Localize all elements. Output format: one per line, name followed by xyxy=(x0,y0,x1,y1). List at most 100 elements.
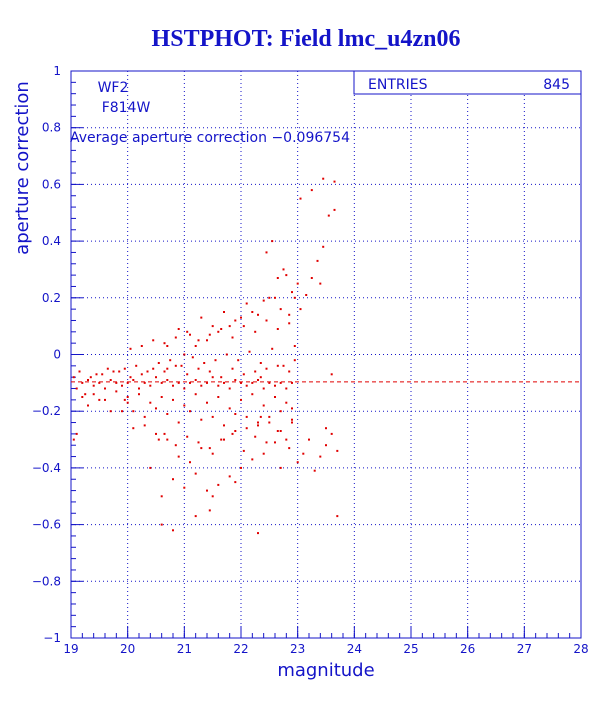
data-point xyxy=(174,364,177,367)
data-point xyxy=(75,387,78,390)
data-point xyxy=(285,274,288,277)
data-point xyxy=(225,353,228,356)
data-point xyxy=(316,259,319,262)
data-point xyxy=(257,532,259,535)
data-point xyxy=(160,495,163,498)
data-point xyxy=(135,364,138,367)
data-point xyxy=(211,325,214,328)
x-tick-label: 19 xyxy=(63,642,78,656)
data-point xyxy=(132,379,135,381)
data-point xyxy=(285,401,288,404)
data-point xyxy=(242,325,245,328)
data-point xyxy=(140,345,143,347)
data-point xyxy=(262,404,265,407)
data-point xyxy=(285,438,288,441)
data-point xyxy=(296,282,299,285)
data-point xyxy=(189,333,191,336)
data-point xyxy=(92,393,95,396)
data-point xyxy=(87,379,89,381)
data-point xyxy=(81,381,84,384)
data-point xyxy=(203,362,206,364)
data-point xyxy=(78,370,81,373)
x-tick-label: 26 xyxy=(460,642,475,656)
stats-box: ENTRIES 845 xyxy=(353,70,582,95)
data-point xyxy=(282,364,285,367)
data-point xyxy=(265,251,268,254)
y-tick-label: −0.4 xyxy=(32,461,61,475)
data-point xyxy=(228,387,231,390)
x-axis-label: magnitude xyxy=(277,660,374,681)
data-point xyxy=(155,376,157,379)
data-point xyxy=(234,481,237,484)
data-point xyxy=(217,330,220,333)
data-point xyxy=(206,381,208,384)
data-point xyxy=(296,461,299,464)
data-point xyxy=(121,384,123,387)
data-point xyxy=(101,373,104,376)
data-point xyxy=(200,316,203,319)
data-point xyxy=(299,308,302,311)
data-point xyxy=(166,345,169,347)
data-point xyxy=(291,381,293,384)
data-point xyxy=(291,291,293,294)
data-point xyxy=(217,396,220,398)
data-point xyxy=(98,381,101,384)
data-point xyxy=(231,336,234,339)
data-point xyxy=(186,330,189,333)
x-tick-labels: 19 20 21 22 23 24 25 26 27 28 xyxy=(63,642,588,656)
data-point xyxy=(166,367,169,370)
data-point xyxy=(177,421,180,424)
data-point xyxy=(109,410,112,413)
data-point xyxy=(121,410,123,413)
data-point xyxy=(220,328,223,330)
y-axis-label: aperture correction xyxy=(12,81,33,255)
data-point xyxy=(194,379,197,381)
data-point xyxy=(217,483,220,486)
data-point xyxy=(194,345,197,347)
data-point xyxy=(157,438,160,441)
data-point xyxy=(172,478,174,481)
data-point xyxy=(291,418,293,421)
data-point xyxy=(333,208,336,211)
data-point xyxy=(274,396,276,398)
data-point xyxy=(194,472,197,475)
data-point xyxy=(89,376,92,379)
data-point xyxy=(191,356,194,359)
data-point xyxy=(109,379,112,381)
data-point xyxy=(138,393,140,396)
data-point xyxy=(268,415,271,418)
data-point xyxy=(104,398,106,401)
data-point xyxy=(228,407,231,410)
data-point xyxy=(262,452,265,455)
data-point xyxy=(183,387,186,390)
x-tick-label: 28 xyxy=(573,642,588,656)
data-point xyxy=(72,376,75,379)
data-point xyxy=(268,381,271,384)
data-point xyxy=(271,240,274,243)
data-point xyxy=(186,373,189,376)
data-point xyxy=(132,410,135,413)
data-point xyxy=(126,381,129,384)
data-point xyxy=(305,294,308,296)
data-point xyxy=(234,430,237,432)
data-point xyxy=(189,381,191,384)
data-point xyxy=(293,359,296,362)
data-point xyxy=(251,393,254,396)
data-point xyxy=(322,245,325,248)
data-point xyxy=(308,438,310,441)
data-point xyxy=(163,342,166,345)
data-point xyxy=(189,461,191,464)
data-point xyxy=(240,398,242,401)
stats-entries-value: 845 xyxy=(543,77,570,93)
data-point xyxy=(265,319,268,322)
data-point xyxy=(245,415,248,418)
data-point xyxy=(276,364,279,367)
data-point xyxy=(336,449,339,452)
data-point xyxy=(126,396,129,398)
data-point xyxy=(279,308,282,311)
data-point xyxy=(115,390,118,393)
data-point xyxy=(197,441,200,444)
data-point xyxy=(174,444,177,447)
data-point xyxy=(291,407,293,410)
data-point xyxy=(279,430,282,432)
